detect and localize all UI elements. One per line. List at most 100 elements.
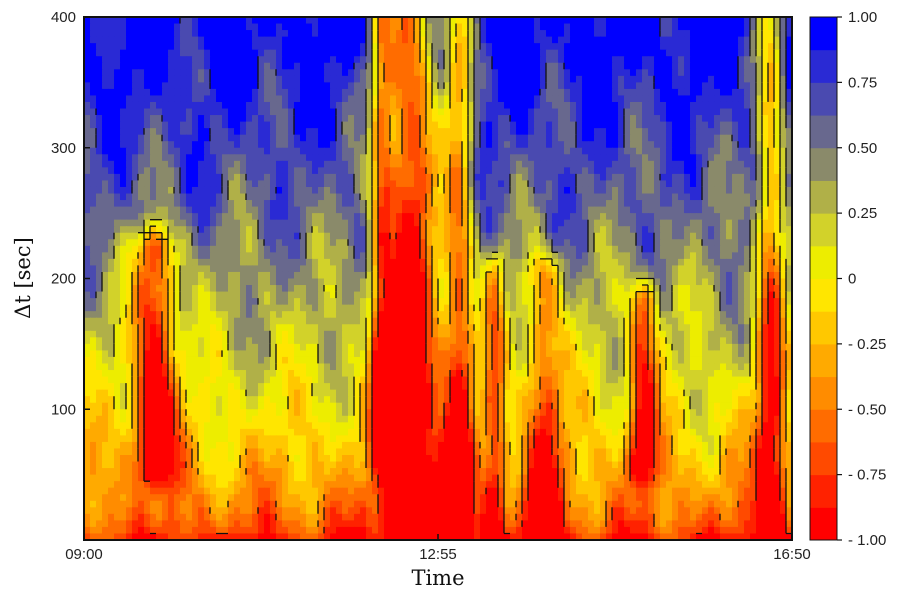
heatmap-cell <box>432 30 439 38</box>
heatmap-cell <box>126 226 133 234</box>
heatmap-cell <box>582 232 589 240</box>
heatmap-cell <box>174 160 181 168</box>
heatmap-cell <box>150 141 157 149</box>
heatmap-cell <box>456 75 463 83</box>
heatmap-cell <box>672 88 679 97</box>
heatmap-cell <box>744 101 751 110</box>
heatmap-cell <box>276 36 283 44</box>
heatmap-cell <box>414 278 421 286</box>
heatmap-cell <box>780 232 787 240</box>
heatmap-cell <box>174 173 181 182</box>
heatmap-cell <box>606 108 613 116</box>
heatmap-cell <box>444 69 451 77</box>
heatmap-cell <box>540 108 547 116</box>
heatmap-cell <box>468 271 475 280</box>
heatmap-cell <box>228 147 235 155</box>
heatmap-cell <box>516 62 523 70</box>
heatmap-cell <box>102 141 109 149</box>
heatmap-cell <box>198 180 205 188</box>
heatmap-cell <box>564 285 571 293</box>
heatmap-cell <box>384 141 391 149</box>
heatmap-cell <box>324 30 331 38</box>
heatmap-cell <box>456 226 463 234</box>
heatmap-cell <box>150 115 157 123</box>
heatmap-cell <box>324 291 331 299</box>
heatmap-cell <box>786 17 792 25</box>
heatmap-cell <box>516 193 523 201</box>
heatmap-cell <box>90 95 97 103</box>
heatmap-cell <box>84 180 91 188</box>
heatmap-cell <box>606 173 613 182</box>
heatmap-cell <box>372 186 379 195</box>
heatmap-cell <box>114 232 121 240</box>
heatmap-cell <box>252 101 259 110</box>
heatmap-cell <box>456 154 463 162</box>
heatmap-cell <box>438 154 445 162</box>
heatmap-cell <box>576 95 583 103</box>
heatmap-cell <box>84 108 91 116</box>
heatmap-cell <box>300 258 307 267</box>
heatmap-cell <box>456 160 463 168</box>
heatmap-cell <box>468 219 475 227</box>
heatmap-cell <box>576 219 583 227</box>
heatmap-cell <box>90 180 97 188</box>
heatmap-cell <box>402 95 409 103</box>
heatmap-cell <box>306 115 313 123</box>
heatmap-cell <box>480 62 487 70</box>
heatmap-cell <box>252 265 259 273</box>
heatmap-cell <box>678 62 685 70</box>
heatmap-cell <box>306 180 313 188</box>
heatmap-cell <box>720 271 727 280</box>
heatmap-cell <box>210 141 217 149</box>
heatmap-cell <box>324 160 331 168</box>
heatmap-cell <box>468 226 475 234</box>
heatmap-cell <box>300 271 307 280</box>
heatmap-cell <box>786 141 792 149</box>
heatmap-cell <box>528 101 535 110</box>
heatmap-cell <box>726 56 733 64</box>
heatmap-cell <box>738 285 745 293</box>
heatmap-cell <box>90 141 97 149</box>
heatmap-cell <box>600 141 607 149</box>
heatmap-cell <box>762 265 769 273</box>
heatmap-cell <box>276 154 283 162</box>
heatmap-cell <box>756 278 763 286</box>
heatmap-cell <box>732 265 739 273</box>
heatmap-cell <box>192 121 199 129</box>
heatmap-cell <box>258 75 265 83</box>
heatmap-cell <box>432 252 439 260</box>
heatmap-cell <box>174 245 181 253</box>
heatmap-cell <box>168 239 175 247</box>
heatmap-cell <box>210 291 217 299</box>
heatmap-cell <box>384 56 391 64</box>
heatmap-cell <box>438 101 445 110</box>
heatmap-cell <box>90 285 97 293</box>
heatmap-cell <box>348 180 355 188</box>
heatmap-cell <box>540 180 547 188</box>
heatmap-cell <box>426 82 433 90</box>
heatmap-cell <box>438 36 445 44</box>
heatmap-cell <box>114 82 121 90</box>
heatmap-cell <box>366 30 373 38</box>
heatmap-cell <box>582 258 589 267</box>
heatmap-cell <box>318 200 325 208</box>
heatmap-cell <box>690 180 697 188</box>
heatmap-cell <box>108 200 115 208</box>
heatmap-cell <box>174 278 181 286</box>
heatmap-cell <box>120 258 127 267</box>
heatmap-cell <box>606 200 613 208</box>
heatmap-cell <box>234 206 241 214</box>
heatmap-cell <box>234 167 241 175</box>
heatmap-cell <box>726 226 733 234</box>
heatmap-cell <box>252 252 259 260</box>
heatmap-cell <box>774 101 781 110</box>
heatmap-cell <box>732 82 739 90</box>
heatmap-cell <box>240 200 247 208</box>
heatmap-cell <box>120 43 127 51</box>
heatmap-cell <box>282 291 289 299</box>
heatmap-cell <box>486 115 493 123</box>
heatmap-cell <box>318 23 325 31</box>
heatmap-cell <box>372 115 379 123</box>
heatmap-cell <box>678 193 685 201</box>
heatmap-cell <box>600 206 607 214</box>
